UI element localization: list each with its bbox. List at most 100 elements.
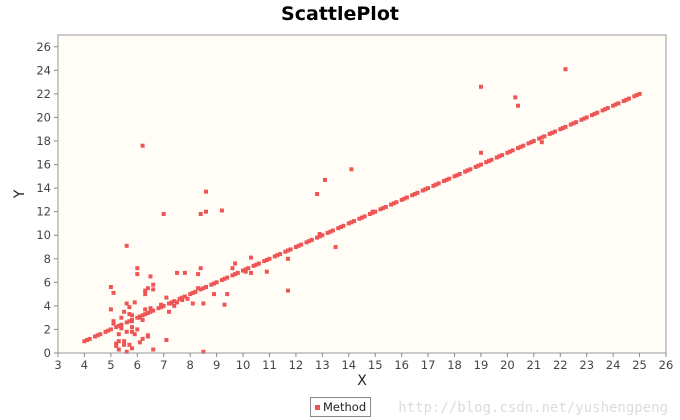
data-point — [389, 202, 394, 207]
data-point — [426, 186, 431, 191]
x-tick-label: 11 — [262, 358, 277, 372]
data-point — [463, 169, 468, 174]
x-tick-label: 18 — [447, 358, 462, 372]
x-tick-label: 21 — [527, 358, 542, 372]
data-point — [595, 110, 600, 115]
data-point — [127, 305, 132, 310]
data-point — [93, 334, 97, 339]
data-point — [198, 266, 203, 271]
data-point — [190, 290, 195, 295]
data-point — [82, 339, 87, 344]
data-point — [547, 131, 552, 136]
data-point — [130, 319, 134, 324]
data-point — [230, 273, 235, 278]
data-point — [212, 292, 216, 297]
data-point — [632, 94, 637, 99]
data-point — [175, 270, 179, 275]
data-point — [167, 301, 171, 306]
data-point — [272, 254, 277, 259]
data-point — [600, 108, 605, 113]
data-point — [323, 177, 327, 182]
data-point — [159, 302, 164, 307]
data-point — [209, 282, 214, 287]
data-point — [159, 305, 164, 310]
data-point — [637, 91, 642, 96]
data-point — [526, 141, 531, 146]
data-point — [563, 124, 568, 129]
data-point — [613, 102, 618, 107]
y-tick-label: 4 — [44, 299, 51, 313]
data-point — [500, 153, 505, 158]
data-point — [135, 272, 140, 277]
y-tick-label: 16 — [36, 158, 51, 172]
data-point — [175, 300, 179, 305]
data-point — [441, 179, 446, 183]
x-tick-label: 4 — [81, 358, 88, 372]
data-point — [225, 275, 230, 280]
data-point — [404, 195, 409, 200]
data-point — [108, 307, 113, 312]
data-point — [196, 272, 201, 277]
y-tick-label: 2 — [44, 322, 51, 336]
data-point — [219, 208, 224, 213]
data-point — [357, 216, 362, 221]
x-tick-label: 16 — [394, 358, 409, 372]
y-tick-label: 0 — [44, 346, 51, 360]
data-point — [473, 164, 478, 169]
data-point — [553, 129, 557, 134]
data-point — [484, 160, 489, 165]
data-point — [516, 146, 520, 151]
data-point — [204, 209, 208, 214]
data-point — [611, 103, 616, 108]
data-point — [486, 159, 491, 163]
data-point — [140, 313, 145, 318]
data-point — [180, 295, 185, 300]
data-point — [328, 229, 333, 234]
data-point — [513, 95, 518, 100]
data-point — [127, 342, 132, 347]
x-tick-label: 13 — [315, 358, 330, 372]
data-point — [378, 207, 383, 212]
x-tick-label: 14 — [341, 358, 356, 372]
y-tick-label: 24 — [36, 63, 51, 77]
data-point — [571, 121, 576, 126]
data-point — [452, 174, 457, 179]
legend-swatch — [315, 404, 320, 410]
data-point — [320, 233, 325, 238]
data-point — [145, 286, 150, 291]
data-point — [119, 315, 124, 320]
data-point — [151, 347, 156, 352]
data-point — [412, 192, 417, 196]
data-point — [264, 258, 269, 262]
data-point — [204, 189, 208, 194]
data-point — [505, 150, 510, 155]
data-point — [114, 325, 119, 330]
data-point — [584, 115, 589, 120]
data-point — [420, 188, 425, 193]
x-tick-label: 9 — [213, 358, 220, 372]
data-point — [177, 296, 182, 301]
data-point — [151, 282, 156, 287]
x-tick-label: 24 — [606, 358, 621, 372]
y-tick-label: 6 — [44, 275, 51, 289]
data-point — [106, 328, 111, 333]
data-point — [349, 220, 354, 225]
y-tick-label: 26 — [36, 40, 51, 54]
data-point — [135, 315, 140, 320]
data-point — [233, 261, 238, 266]
data-point — [531, 139, 536, 143]
data-point — [373, 209, 378, 214]
data-point — [122, 342, 127, 347]
data-point — [494, 155, 499, 160]
data-point — [87, 336, 92, 341]
data-point — [349, 167, 354, 172]
data-point — [346, 221, 351, 226]
x-tick-label: 5 — [107, 358, 114, 372]
data-point — [315, 235, 320, 240]
data-point — [124, 349, 129, 354]
data-point — [267, 256, 272, 261]
data-point — [550, 130, 555, 135]
data-point — [286, 256, 290, 261]
data-point — [137, 315, 142, 320]
